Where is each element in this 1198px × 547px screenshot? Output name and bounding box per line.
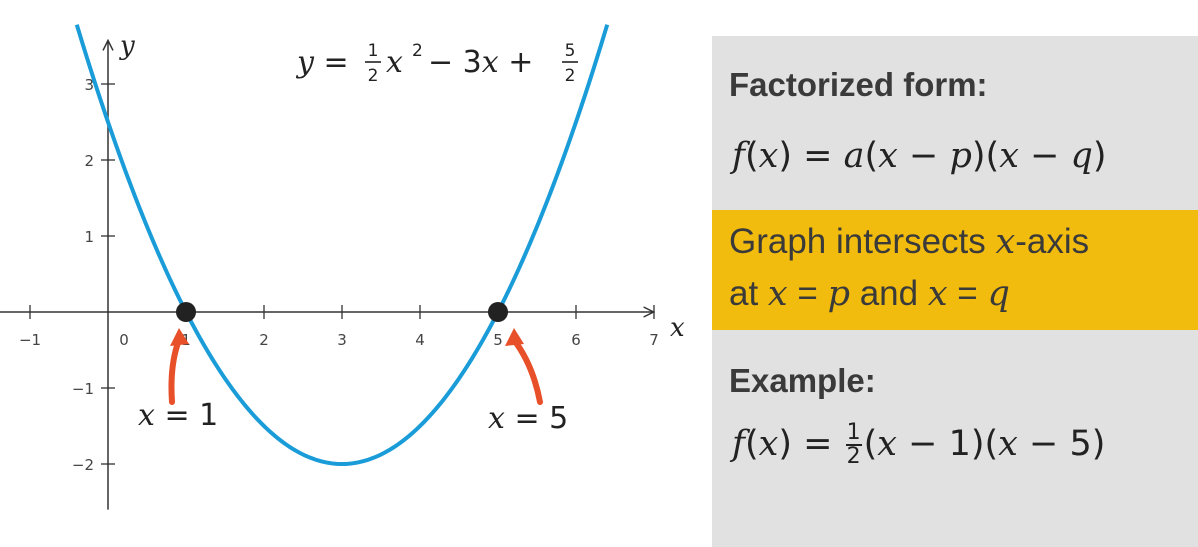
x-tick-label: 6: [571, 331, 581, 349]
y-axis-arrowhead: [102, 38, 114, 51]
svg-text:2: 2: [412, 41, 423, 61]
x-tick-label: 4: [415, 331, 425, 349]
arrow-x1-shaft: [168, 337, 182, 405]
intersection-highlight: Graph intersects x-axis at x = p and x =…: [712, 210, 1198, 330]
x-tick-label: 2: [259, 331, 269, 349]
y-tick-label: 3: [84, 76, 94, 94]
svg-text:x: x: [386, 45, 403, 80]
svg-text:− 3x +: − 3x +: [428, 45, 533, 80]
axes: [0, 38, 656, 510]
y-tick-label: 2: [84, 152, 94, 170]
arrow-x5-head: [505, 328, 524, 346]
x-tick-label: 3: [337, 331, 347, 349]
factorized-form-formula: f(x) = a(x − p)(x − q): [732, 136, 1107, 176]
svg-text:5: 5: [565, 41, 576, 61]
arrow-x5-shaft: [511, 337, 543, 405]
y-axis-label: y: [119, 31, 135, 61]
example-heading: Example:: [729, 362, 876, 399]
parabola-curve: [74, 24, 610, 467]
x-tick-label: −1: [19, 331, 41, 349]
arrow-x1-head: [170, 328, 189, 346]
x-axis-label: x: [670, 313, 685, 343]
chart-title: y = 1 2 x 2 − 3x + 5 2: [295, 41, 578, 86]
y-tick-label: −1: [72, 380, 94, 398]
x-tick-label: 0: [119, 331, 129, 349]
svg-text:2: 2: [565, 66, 576, 86]
parabola-plot: −1 0 1 2 3 4 5 6 7 3 2 1 −1 −2 y x y = 1 2 x 2 − 3x +…: [0, 24, 685, 510]
intercept-label-5: x = 5: [488, 401, 568, 436]
svg-text:1: 1: [368, 41, 379, 61]
intercept-point: [176, 302, 196, 322]
example-formula: f(x) = 1 2 (x − 1)(x − 5): [732, 420, 1106, 469]
svg-text:2: 2: [368, 66, 379, 86]
highlight-line-2: at x = p and x = q: [729, 274, 1010, 314]
intercept-points: [176, 302, 508, 322]
x-tick-label: 7: [649, 331, 659, 349]
intercept-point: [488, 302, 508, 322]
svg-text:y =: y =: [295, 45, 349, 80]
info-panel: Factorized form: f(x) = a(x − p)(x − q) …: [712, 36, 1198, 547]
intercept-arrows: [168, 328, 543, 405]
y-tick-label: −2: [72, 456, 94, 474]
factorized-form-heading: Factorized form:: [729, 66, 988, 103]
y-tick-label: 1: [84, 228, 94, 246]
x-tick-label: 5: [493, 331, 503, 349]
highlight-line-1: Graph intersects x-axis: [729, 222, 1090, 262]
intercept-label-1: x = 1: [138, 398, 218, 433]
